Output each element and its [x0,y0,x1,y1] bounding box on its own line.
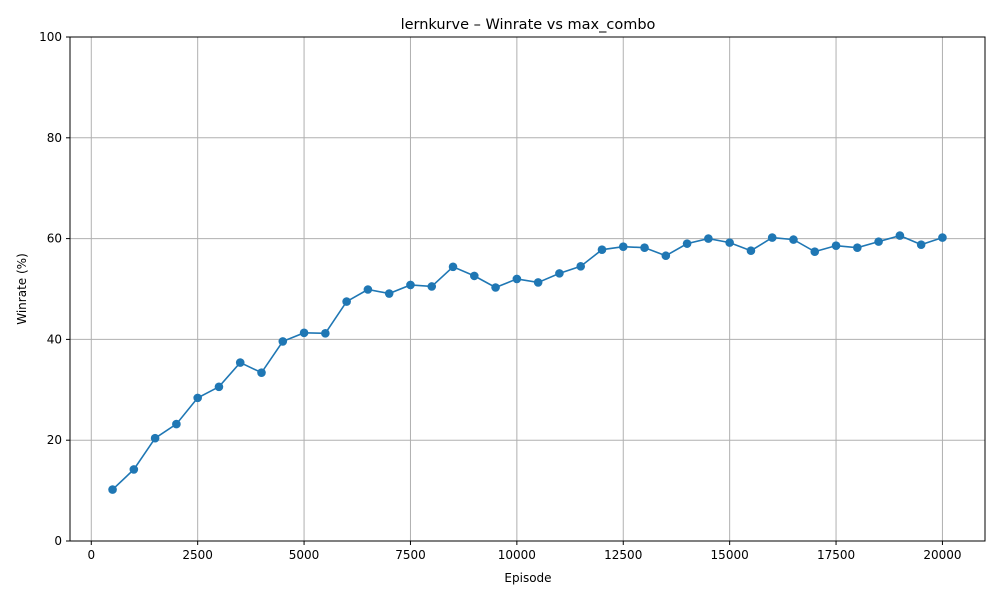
data-point [342,297,351,306]
x-axis-label: Episode [504,571,551,585]
x-tick-label: 15000 [711,548,749,562]
data-point [874,237,883,246]
data-point [278,337,288,346]
data-point [831,241,841,250]
data-point [257,368,266,377]
data-point [533,278,543,287]
x-tick-label: 0 [87,548,95,562]
y-tick-label: 0 [54,534,62,548]
x-tick-label: 12500 [604,548,642,562]
data-point [916,240,926,249]
data-point [321,329,330,338]
data-point [491,283,500,292]
data-point [576,262,585,271]
y-tick-label: 20 [47,433,62,447]
data-point [682,239,692,248]
y-tick-label: 60 [47,232,62,246]
data-point [746,246,756,255]
data-point [597,245,607,254]
chart-title: lernkurve – Winrate vs max_combo [401,17,656,33]
data-point [640,243,649,252]
grid [70,36,985,542]
data-point [895,231,905,240]
data-point [172,419,181,429]
y-tick-label: 100 [39,30,62,44]
data-point [193,393,202,403]
data-point [427,282,437,291]
y-tick-label: 40 [47,332,62,346]
data-point [725,238,734,247]
data-point [235,358,245,367]
data-point [938,233,947,242]
data-point [108,485,117,494]
data-point [150,433,160,443]
x-axis: 0 2500 5000 7500 10000 12500 15000 17500 20000 [87,541,962,562]
x-tick-label: 20000 [923,548,961,562]
y-tick-label: 80 [47,131,62,145]
data-point [363,285,373,294]
data-point [555,269,564,278]
data-point [618,242,628,251]
data-point [810,247,820,257]
data-point [767,233,777,242]
data-point [214,382,224,392]
series-winrate [108,231,947,494]
data-point [384,289,394,298]
y-axis-label: Winrate (%) [15,253,29,325]
data-point [789,235,798,244]
data-point [512,274,522,284]
data-point [661,251,671,261]
x-tick-label: 5000 [289,548,320,562]
data-point [704,234,713,243]
y-axis: 0 20 40 60 80 100 [39,30,70,548]
plot-frame [69,36,986,542]
x-tick-label: 17500 [817,548,855,562]
x-tick-label: 2500 [182,548,213,562]
data-point [470,271,479,281]
x-tick-label: 7500 [395,548,426,562]
data-point [853,243,862,252]
data-point [129,465,139,474]
data-point [448,262,458,272]
x-tick-label: 10000 [498,548,536,562]
data-point [406,280,415,290]
data-point [299,328,309,338]
series-line [112,234,943,491]
